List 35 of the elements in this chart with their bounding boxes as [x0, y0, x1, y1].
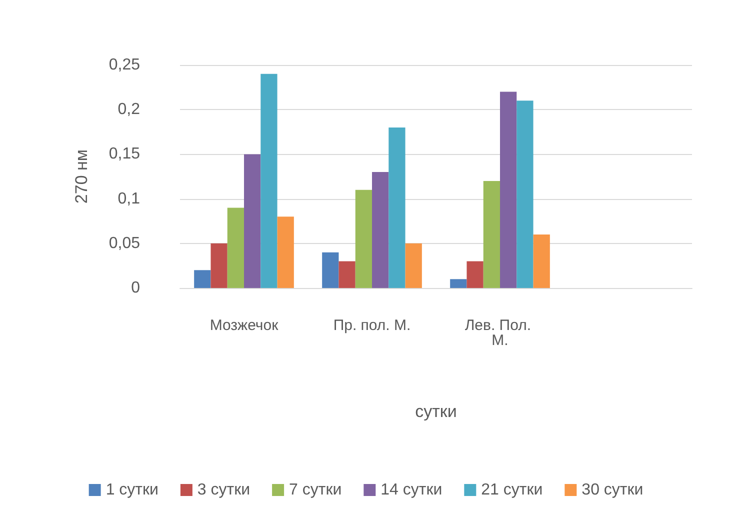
x-tick-label: Пр. пол. М. — [333, 317, 411, 334]
bar — [500, 92, 517, 288]
bar — [355, 190, 372, 288]
legend-label: 30 сутки — [582, 482, 644, 498]
bar — [533, 234, 550, 288]
bar — [372, 172, 389, 288]
legend-label: 7 сутки — [289, 482, 342, 498]
legend-label: 1 сутки — [106, 482, 158, 498]
bar — [405, 243, 422, 288]
bar — [277, 216, 294, 288]
legend-label: 14 сутки — [380, 482, 442, 498]
bar — [388, 127, 406, 288]
y-tick-label: 0,2 — [118, 101, 140, 118]
legend-label: 21 сутки — [481, 482, 543, 498]
bar — [516, 100, 534, 288]
y-axis-title: 270 нм — [72, 149, 91, 204]
x-tick-label: Мозжечок — [210, 317, 279, 334]
bar — [483, 180, 500, 288]
bar — [338, 261, 356, 288]
y-tick-label: 0 — [131, 280, 140, 296]
bar — [210, 243, 228, 288]
y-tick-label: 0,05 — [108, 234, 140, 252]
y-tick-label: 0,15 — [108, 146, 140, 163]
bar — [227, 208, 244, 288]
bar — [260, 74, 278, 288]
bar — [194, 270, 211, 288]
bar — [244, 154, 261, 288]
legend-label: 3 сутки — [197, 482, 250, 498]
x-tick-label: Лев. Пол. М. — [464, 317, 536, 349]
bar — [322, 252, 339, 288]
y-tick-label: 0,25 — [108, 56, 140, 74]
bar — [450, 279, 467, 288]
bar — [466, 261, 484, 288]
y-tick-label: 0,1 — [118, 190, 140, 208]
x-axis-title: сутки — [415, 402, 457, 421]
